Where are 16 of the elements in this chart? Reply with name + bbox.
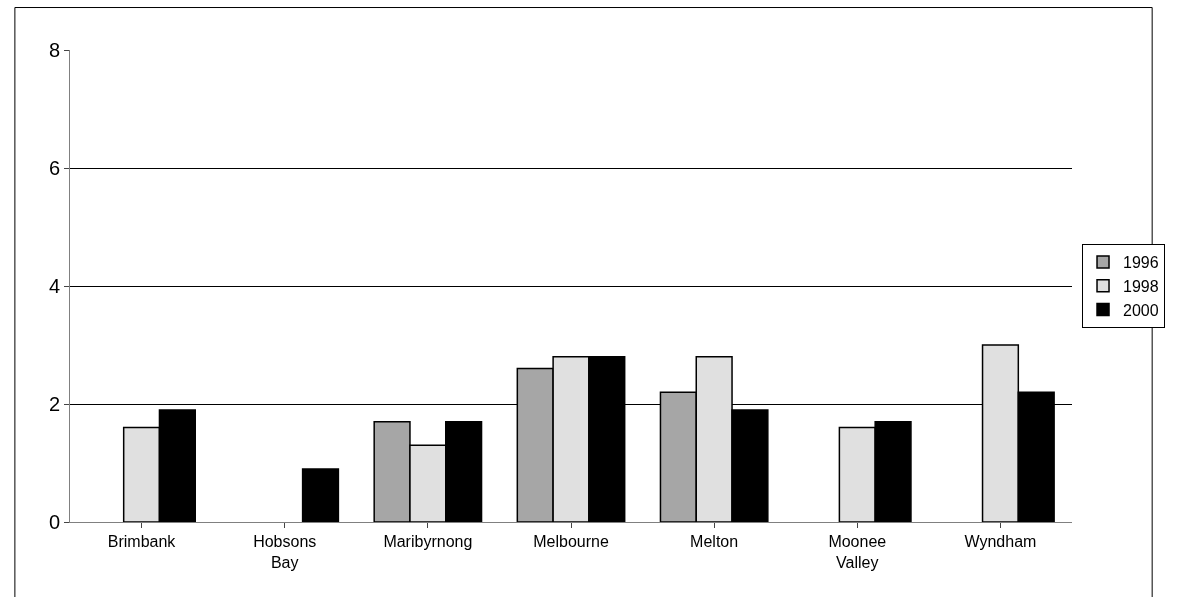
y-tick-label: 4 <box>48 275 60 297</box>
y-tick-label: 8 <box>48 39 60 61</box>
y-tick-label: 0 <box>48 511 60 533</box>
y-tick-label: 2 <box>48 393 60 415</box>
x-tick-label: Hobsons Bay <box>253 533 317 571</box>
legend-label: 2000 <box>1123 301 1159 319</box>
bar <box>301 468 340 522</box>
legend-label: 1998 <box>1123 277 1159 295</box>
x-tick-label: Brimbank <box>107 533 177 551</box>
x-tick-label: Maribyrnong <box>383 533 473 551</box>
legend-label: 1996 <box>1123 254 1159 272</box>
x-tick-label: Melton <box>690 533 739 551</box>
y-tick-label: 6 <box>48 157 60 179</box>
x-tick-label: Melbourne <box>533 533 609 551</box>
x-tick-label: Moonee Valley <box>828 533 887 571</box>
x-tick-label: Wyndham <box>964 533 1037 551</box>
